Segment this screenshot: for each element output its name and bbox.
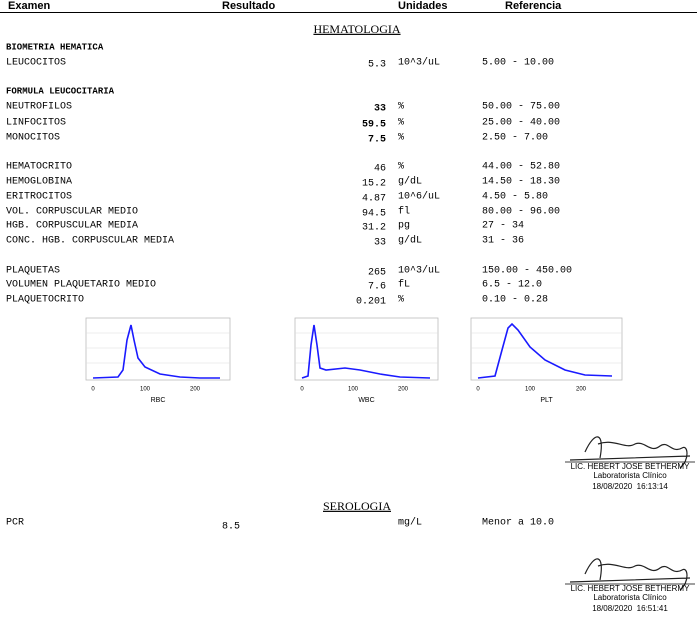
result: 31.2 <box>362 223 386 234</box>
result: 33 <box>374 104 386 115</box>
histogram-tick: 0 <box>300 387 304 393</box>
exam-name: MONOCITOS <box>6 133 60 144</box>
units: g/dL <box>398 176 422 188</box>
reference: 27 - 34 <box>482 221 524 232</box>
signer-name: LIC. HEBERT JOSE BETHERMY <box>571 584 691 593</box>
units: % <box>398 133 404 144</box>
reference: 2.50 - 7.00 <box>482 133 548 144</box>
column-header: Referencia <box>505 0 562 12</box>
result: 7.6 <box>368 282 386 293</box>
histogram-tick: 0 <box>91 387 95 393</box>
result: 33 <box>374 238 386 249</box>
signature-scribble <box>569 558 691 591</box>
exam-name: PLAQUETAS <box>6 266 60 277</box>
exam-name: ERITROCITOS <box>6 192 72 203</box>
reference: 50.00 - 75.00 <box>482 102 560 113</box>
signer-role: Laboratorista Clínico <box>593 471 667 480</box>
reference: 44.00 - 52.80 <box>482 162 560 173</box>
units: 10^6/uL <box>398 191 440 203</box>
histogram-frame <box>294 317 439 381</box>
column-header: Examen <box>8 0 50 12</box>
signature-time: 18/08/2020 16:51:41 <box>592 604 668 613</box>
result: 0.201 <box>356 297 386 308</box>
histogram-tick: 100 <box>525 387 536 393</box>
histogram-tick: 200 <box>398 387 409 393</box>
column-header: Resultado <box>222 0 275 12</box>
units: % <box>398 118 404 129</box>
units: fL <box>398 279 410 291</box>
exam-name: HEMOGLOBINA <box>6 177 72 188</box>
histogram-label: WBC <box>358 397 374 404</box>
exam-name: PCR <box>6 518 24 529</box>
units: g/dL <box>398 235 422 247</box>
exam-name: HGB. CORPUSCULAR MEDIA <box>6 221 138 232</box>
exam-name: PLAQUETOCRITO <box>6 295 84 306</box>
exam-name: LINFOCITOS <box>6 118 66 129</box>
signature-time: 18/08/2020 16:13:14 <box>592 482 668 491</box>
histogram-curve <box>301 324 431 379</box>
reference: 25.00 - 40.00 <box>482 118 560 129</box>
reference: 150.00 - 450.00 <box>482 266 572 277</box>
exam-name: CONC. HGB. CORPUSCULAR MEDIA <box>6 236 174 247</box>
histogram-tick: 100 <box>348 387 359 393</box>
histogram-frame <box>85 317 231 381</box>
result: 59.5 <box>362 120 386 131</box>
result: 94.5 <box>362 209 386 220</box>
histogram-tick: 200 <box>576 387 587 393</box>
result: 8.5 <box>222 522 240 533</box>
units: 10^3/uL <box>398 265 440 277</box>
units: fl <box>398 206 410 218</box>
result: 4.87 <box>362 194 386 205</box>
histogram-curve <box>92 324 220 379</box>
histogram-tick: 200 <box>190 387 201 393</box>
reference: 31 - 36 <box>482 236 524 247</box>
group-title: BIOMETRIA HEMATICA <box>6 42 104 52</box>
result: 15.2 <box>362 179 386 190</box>
group-title: FORMULA LEUCOCITARIA <box>6 86 115 96</box>
reference: 6.5 - 12.0 <box>482 280 542 291</box>
exam-name: HEMATOCRITO <box>6 162 72 173</box>
reference: 4.50 - 5.80 <box>482 192 548 203</box>
result: 46 <box>374 164 386 175</box>
exam-name: VOLUMEN PLAQUETARIO MEDIO <box>6 280 156 291</box>
exam-name: LEUCOCITOS <box>6 58 66 69</box>
section-title: SEROLOGIA <box>323 499 391 513</box>
histogram-tick: 100 <box>140 387 151 393</box>
histogram-label: PLT <box>540 397 553 404</box>
histogram-frame <box>470 317 623 381</box>
histogram-tick: 0 <box>476 387 480 393</box>
exam-name: NEUTROFILOS <box>6 102 72 113</box>
section-title: HEMATOLOGIA <box>313 22 400 36</box>
units: % <box>398 102 404 113</box>
reference: 14.50 - 18.30 <box>482 177 560 188</box>
result: 5.3 <box>368 60 386 71</box>
column-header: Unidades <box>398 0 448 12</box>
signer-name: LIC. HEBERT JOSE BETHERMY <box>571 462 691 471</box>
result: 265 <box>368 268 386 279</box>
units: 10^3/uL <box>398 57 440 69</box>
histogram-label: RBC <box>151 397 166 404</box>
reference: 80.00 - 96.00 <box>482 207 560 218</box>
units: % <box>398 162 404 173</box>
units: pg <box>398 221 410 232</box>
histogram-curve <box>477 322 613 379</box>
signature-scribble <box>569 436 691 469</box>
result: 7.5 <box>368 135 386 146</box>
reference: 5.00 - 10.00 <box>482 58 554 69</box>
units: mg/L <box>398 517 422 529</box>
reference: 0.10 - 0.28 <box>482 295 548 306</box>
reference: Menor a 10.0 <box>482 518 554 529</box>
signer-role: Laboratorista Clínico <box>593 593 667 602</box>
exam-name: VOL. CORPUSCULAR MEDIO <box>6 207 138 218</box>
units: % <box>398 295 404 306</box>
